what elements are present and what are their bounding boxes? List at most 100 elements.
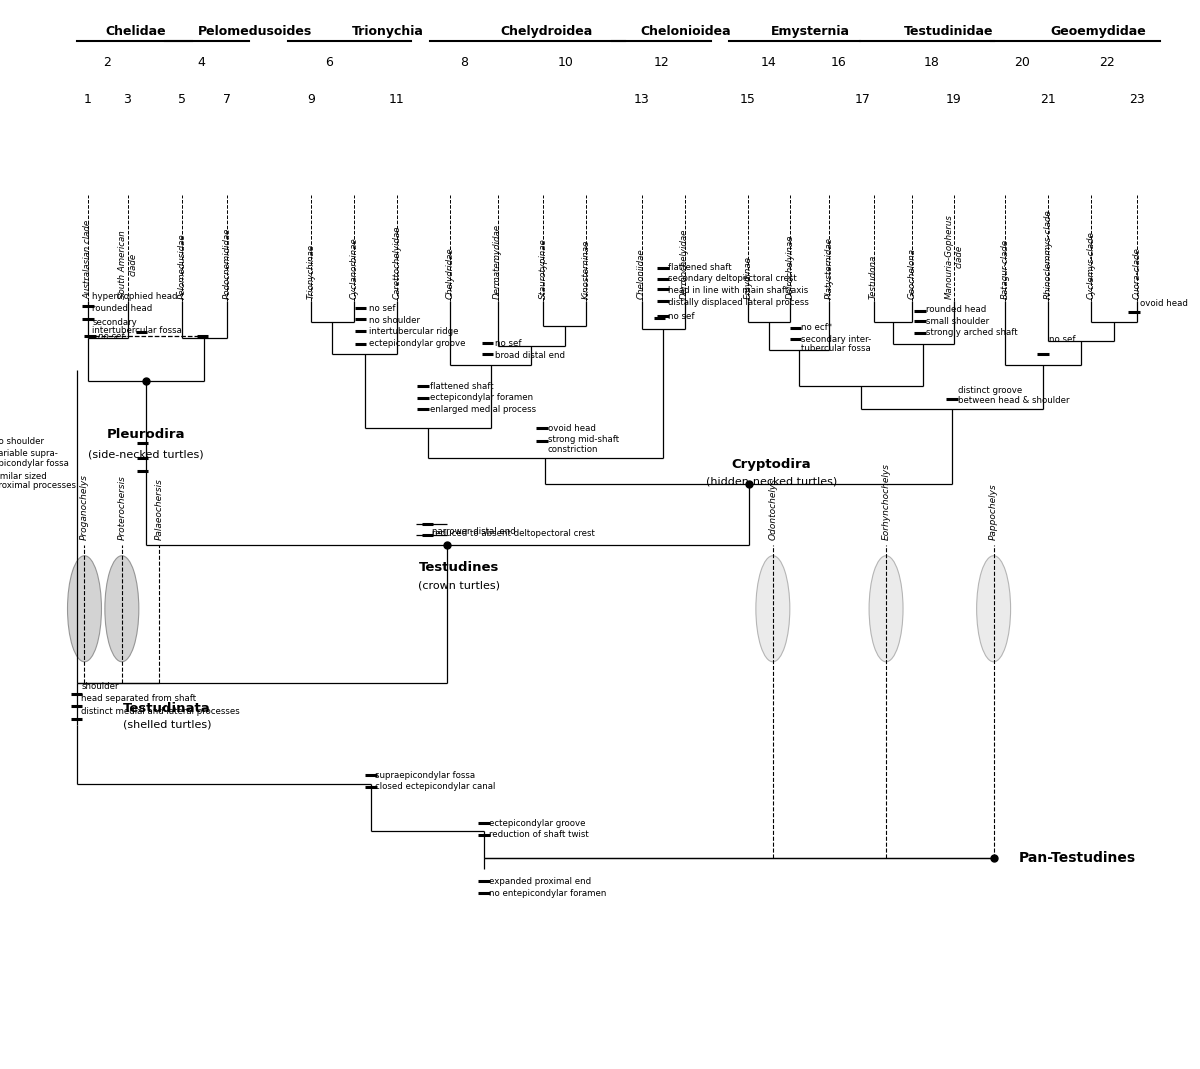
Text: no ecf*: no ecf*	[802, 323, 833, 332]
Text: - no sef -: - no sef -	[92, 331, 131, 341]
Text: 7: 7	[223, 93, 232, 106]
Text: Palaeochersis: Palaeochersis	[155, 478, 163, 540]
Text: Kinosterninae: Kinosterninae	[582, 239, 590, 299]
Text: Staurotypinae: Staurotypinae	[539, 238, 547, 299]
Text: intertubercular fossa: intertubercular fossa	[92, 326, 182, 336]
Text: Trionychia: Trionychia	[352, 26, 424, 38]
Text: Cyclemys-clade: Cyclemys-clade	[1086, 231, 1096, 299]
Text: Deirochelyinae: Deirochelyinae	[785, 235, 794, 299]
Text: Dermochelyidae: Dermochelyidae	[680, 229, 689, 299]
Text: reduction of shaft twist: reduction of shaft twist	[488, 831, 588, 839]
Text: 8: 8	[460, 56, 468, 69]
Text: Proterochersis: Proterochersis	[118, 475, 126, 540]
Text: between head & shoulder: between head & shoulder	[958, 397, 1069, 405]
Text: Cuora-clade: Cuora-clade	[1133, 247, 1142, 299]
Text: Eorhynchochelys: Eorhynchochelys	[882, 463, 890, 540]
Text: 22: 22	[1099, 56, 1115, 69]
Text: head in line with main shaft axis: head in line with main shaft axis	[667, 286, 808, 295]
Text: 9: 9	[307, 93, 314, 106]
Text: Manouria-Gopherus
clade: Manouria-Gopherus clade	[944, 214, 964, 299]
Text: 5: 5	[178, 93, 186, 106]
Text: flattened shaft: flattened shaft	[667, 263, 731, 272]
Text: Chelydroidea: Chelydroidea	[500, 26, 593, 38]
Ellipse shape	[756, 556, 790, 662]
Text: small shoulder: small shoulder	[925, 316, 989, 326]
Text: 13: 13	[634, 93, 649, 106]
Text: Testudinata: Testudinata	[124, 702, 211, 715]
Text: strong mid-shaft: strong mid-shaft	[547, 434, 619, 444]
Text: 12: 12	[654, 56, 670, 69]
Text: enlarged medial process: enlarged medial process	[430, 405, 536, 414]
Text: 21: 21	[1040, 93, 1056, 106]
Text: Cryptodira: Cryptodira	[732, 458, 811, 470]
Text: 10: 10	[558, 56, 574, 69]
Text: rounded head: rounded head	[92, 304, 152, 313]
Text: 15: 15	[740, 93, 756, 106]
Text: 11: 11	[389, 93, 404, 106]
Ellipse shape	[104, 556, 139, 662]
Text: Chelidae: Chelidae	[106, 26, 166, 38]
Text: no sef: no sef	[1049, 335, 1075, 344]
Text: Testudona: Testudona	[869, 254, 878, 299]
Text: 2: 2	[103, 56, 112, 69]
Text: Platysternidae: Platysternidae	[824, 237, 834, 299]
Text: closed ectepicondylar canal: closed ectepicondylar canal	[376, 783, 496, 791]
Text: 4: 4	[197, 56, 205, 69]
Text: no entepicondylar foramen: no entepicondylar foramen	[488, 888, 606, 898]
Text: Proganochelys: Proganochelys	[80, 474, 89, 540]
Ellipse shape	[977, 556, 1010, 662]
Text: shoulder: shoulder	[82, 682, 119, 691]
Text: intertubercular ridge: intertubercular ridge	[370, 327, 458, 337]
Text: Trionychinae: Trionychinae	[306, 244, 316, 299]
Text: Cyclanorbinae: Cyclanorbinae	[349, 237, 359, 299]
Text: 23: 23	[1129, 93, 1145, 106]
Text: 1: 1	[84, 93, 92, 106]
Text: Carettochelyidae: Carettochelyidae	[392, 226, 402, 299]
Text: 17: 17	[854, 93, 870, 106]
Text: tubercular fossa: tubercular fossa	[802, 344, 871, 354]
Text: secondary deltopectoral crest: secondary deltopectoral crest	[667, 275, 797, 283]
Text: Pleurodira: Pleurodira	[107, 429, 186, 441]
Text: proximal processes: proximal processes	[0, 481, 77, 491]
Text: no sef: no sef	[370, 304, 396, 313]
Text: (crown turtles): (crown turtles)	[418, 580, 499, 590]
Text: Emysternia: Emysternia	[770, 26, 850, 38]
Text: 18: 18	[924, 56, 940, 69]
Text: variable supra-: variable supra-	[0, 449, 59, 459]
Text: rounded head: rounded head	[925, 305, 986, 314]
Text: expanded proximal end: expanded proximal end	[488, 877, 590, 886]
Text: constriction: constriction	[547, 445, 598, 454]
Text: broad distal end: broad distal end	[496, 351, 565, 360]
Text: 6: 6	[325, 56, 332, 69]
Text: Australasian clade: Australasian clade	[83, 220, 92, 299]
Text: 16: 16	[830, 56, 846, 69]
Text: no sef: no sef	[496, 339, 522, 348]
Text: secondary inter-: secondary inter-	[802, 335, 871, 344]
Text: distinct medial and lateral processes: distinct medial and lateral processes	[82, 707, 240, 716]
Ellipse shape	[869, 556, 904, 662]
Text: no shoulder: no shoulder	[0, 436, 44, 446]
Text: 20: 20	[1014, 56, 1030, 69]
Text: no sef: no sef	[667, 311, 694, 321]
Text: Pan-Testudines: Pan-Testudines	[1019, 851, 1135, 865]
Text: ectepicondylar groove: ectepicondylar groove	[488, 819, 586, 827]
Text: Pelomedusoides: Pelomedusoides	[198, 26, 312, 38]
Text: epicondylar fossa: epicondylar fossa	[0, 459, 70, 468]
Text: similar sized: similar sized	[0, 471, 47, 481]
Text: 3: 3	[124, 93, 132, 106]
Text: ectepicondylar groove: ectepicondylar groove	[370, 339, 466, 348]
Text: Batagur-clade: Batagur-clade	[1001, 239, 1009, 299]
Text: Testudines: Testudines	[419, 561, 499, 574]
Text: South American
clade: South American clade	[118, 230, 137, 299]
Text: Chelonioidea: Chelonioidea	[641, 26, 731, 38]
Text: distally displaced lateral process: distally displaced lateral process	[667, 297, 809, 307]
Text: ectepicondylar foramen: ectepicondylar foramen	[430, 393, 533, 402]
Text: Odontochelys: Odontochelys	[768, 478, 778, 540]
Text: hypertrophied head: hypertrophied head	[92, 293, 178, 301]
Text: Pappochelys: Pappochelys	[989, 483, 998, 540]
Text: head separated from shaft: head separated from shaft	[82, 695, 197, 703]
Text: Pelomedusidae: Pelomedusidae	[178, 233, 186, 299]
Text: strongly arched shaft: strongly arched shaft	[925, 328, 1018, 338]
Text: (shelled turtles): (shelled turtles)	[122, 719, 211, 729]
Text: (side-necked turtles): (side-necked turtles)	[89, 450, 204, 460]
